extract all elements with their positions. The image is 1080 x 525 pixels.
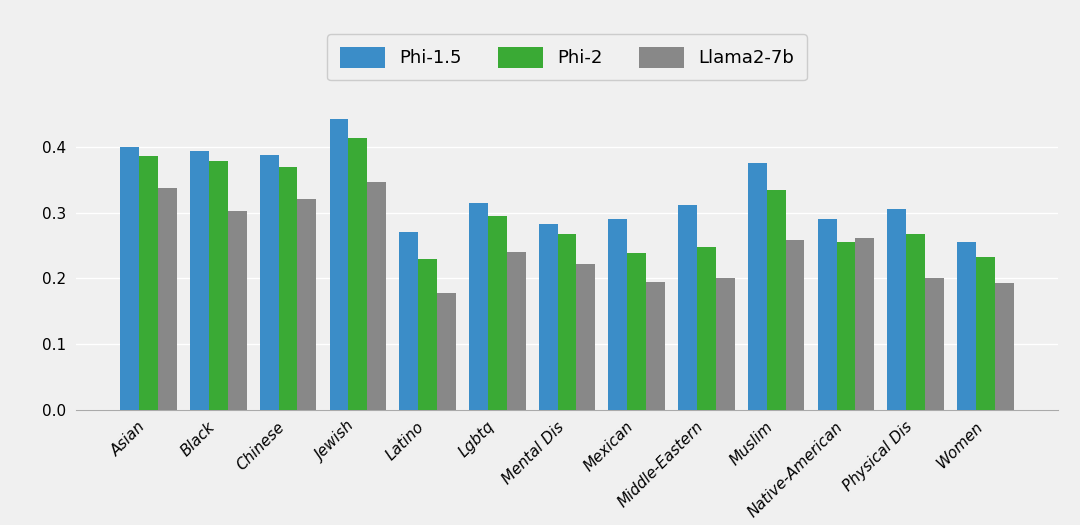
Bar — [139, 156, 158, 410]
Bar — [539, 224, 557, 410]
Bar — [608, 218, 627, 410]
Bar — [329, 119, 349, 410]
Bar — [678, 205, 697, 410]
Legend: Phi-1.5, Phi-2, Llama2-7b: Phi-1.5, Phi-2, Llama2-7b — [327, 34, 807, 80]
Bar — [279, 167, 297, 410]
Bar — [469, 203, 488, 410]
Bar — [926, 278, 944, 410]
Bar — [208, 162, 228, 410]
Bar — [418, 259, 437, 410]
Bar — [507, 252, 526, 410]
Bar — [437, 293, 456, 410]
Bar — [557, 234, 577, 410]
Bar — [349, 139, 367, 410]
Bar — [888, 209, 906, 410]
Bar — [297, 199, 316, 410]
Bar — [716, 278, 734, 410]
Bar — [260, 155, 279, 410]
Bar — [767, 190, 785, 410]
Bar — [957, 242, 976, 410]
Bar — [158, 188, 177, 410]
Bar — [627, 254, 646, 410]
Bar — [837, 242, 855, 410]
Bar — [906, 234, 926, 410]
Bar — [976, 257, 995, 410]
Bar — [400, 232, 418, 410]
Bar — [785, 240, 805, 410]
Bar — [646, 282, 665, 410]
Bar — [190, 151, 208, 410]
Bar — [748, 163, 767, 410]
Bar — [488, 216, 507, 410]
Bar — [120, 147, 139, 410]
Bar — [577, 264, 595, 410]
Bar — [367, 182, 386, 410]
Bar — [697, 247, 716, 410]
Bar — [818, 219, 837, 410]
Bar — [228, 211, 246, 410]
Bar — [995, 283, 1014, 410]
Bar — [855, 238, 874, 410]
